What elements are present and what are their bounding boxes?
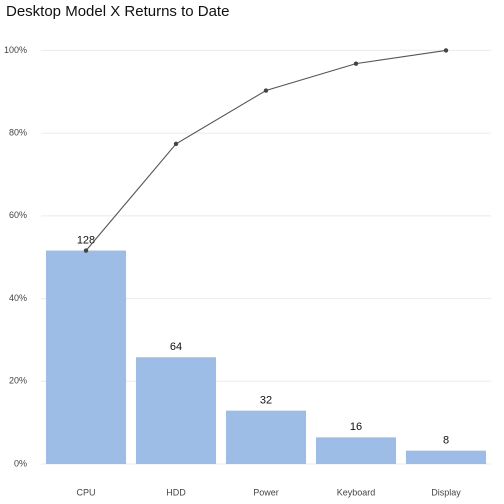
point (443, 48, 449, 53)
y-tick-label: 0% (14, 458, 27, 468)
bar (315, 437, 397, 464)
y-tick-label: 100% (4, 45, 27, 55)
x-tick-label: Keyboard (337, 487, 376, 497)
chart-title: Desktop Model X Returns to Date (6, 3, 229, 20)
y-tick-label: 20% (9, 376, 27, 386)
point (353, 61, 359, 66)
data-label: 16 (350, 421, 362, 433)
y-tick-label: 80% (9, 128, 27, 138)
x-tick-label: CPU (76, 487, 95, 497)
bar (45, 250, 127, 464)
bar (135, 357, 217, 464)
data-label: 128 (77, 234, 95, 246)
y-tick-label: 40% (9, 293, 27, 303)
x-tick-label: Power (253, 487, 279, 497)
point (173, 141, 179, 147)
x-tick-label: Display (431, 487, 461, 497)
bar (405, 450, 487, 464)
y-tick-label: 60% (9, 210, 27, 220)
data-label: 8 (443, 435, 449, 447)
data-label: 64 (170, 341, 182, 353)
bar (225, 410, 307, 464)
data-label: 32 (260, 395, 272, 407)
point (83, 248, 89, 253)
point (263, 88, 269, 93)
x-tick-label: HDD (166, 487, 186, 497)
